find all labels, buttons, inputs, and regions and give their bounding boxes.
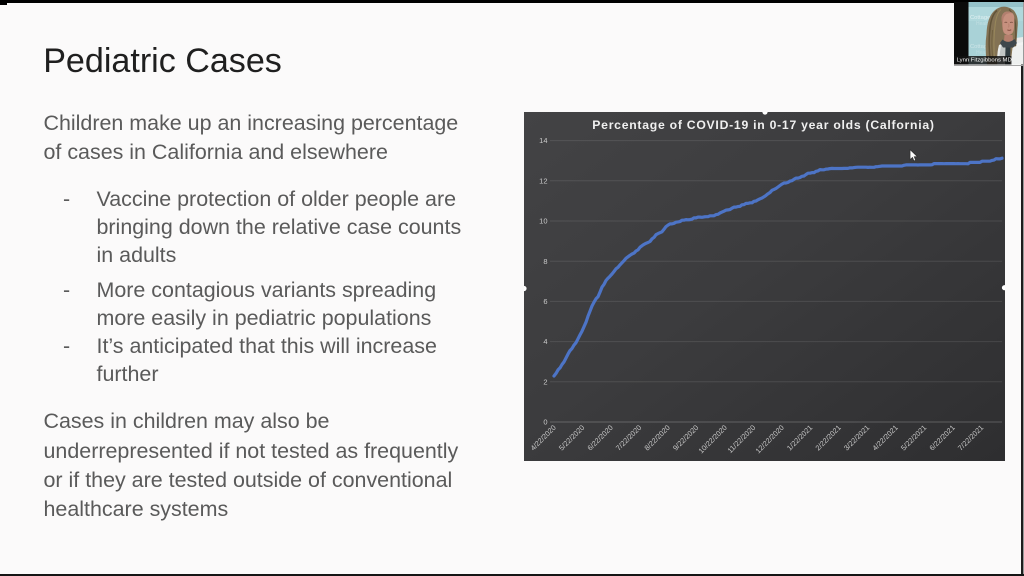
svg-text:Lynn Fitzgibbons MD: Lynn Fitzgibbons MD	[957, 58, 1012, 64]
svg-text:Health: Health	[976, 21, 991, 27]
svg-text:Health: Health	[976, 50, 991, 56]
svg-text:Cottage: Cottage	[970, 15, 990, 21]
svg-text:Percentage of COVID-19 in 0-17: Percentage of COVID-19 in 0-17 year olds…	[592, 118, 934, 132]
svg-text:2: 2	[543, 377, 547, 386]
svg-text:0: 0	[543, 418, 547, 427]
svg-text:4: 4	[543, 337, 547, 346]
svg-text:8: 8	[543, 257, 547, 266]
svg-text:Cottage: Cottage	[970, 44, 990, 50]
svg-text:6: 6	[543, 297, 547, 306]
svg-text:12: 12	[539, 176, 547, 185]
svg-text:10: 10	[539, 217, 547, 226]
svg-text:14: 14	[539, 136, 547, 145]
